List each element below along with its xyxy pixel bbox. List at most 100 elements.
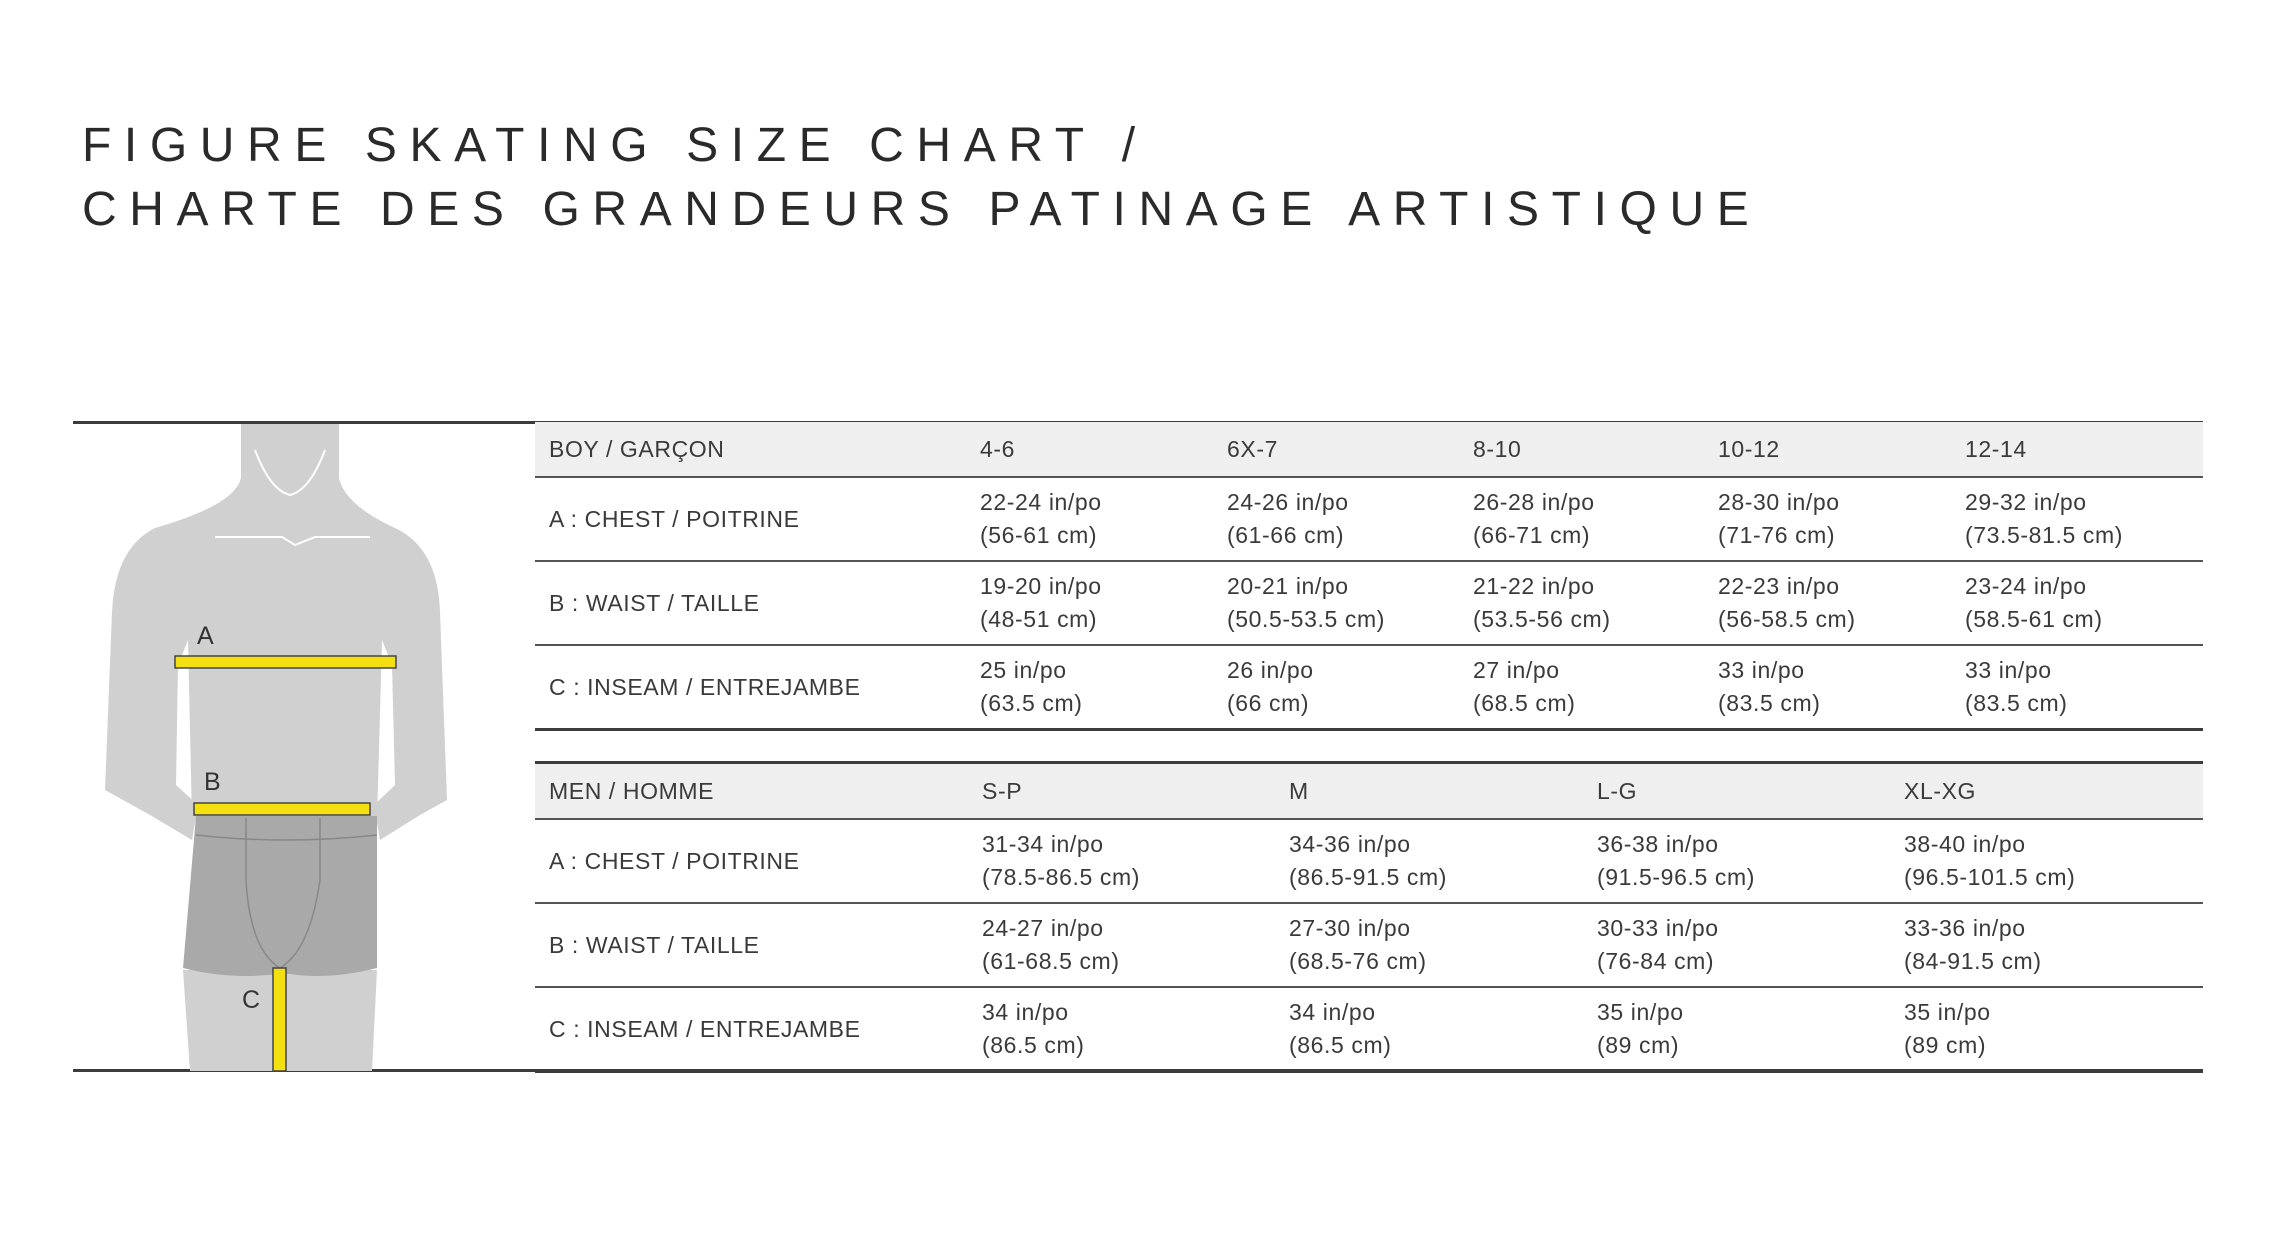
measurement-label: C : INSEAM / ENTREJAMBE (549, 673, 861, 700)
size-value-cell: 22-24 in/po (56-61 cm) (980, 486, 1227, 552)
value-inches: 35 in/po (1597, 999, 1684, 1025)
value-inches: 29-32 in/po (1965, 489, 2087, 515)
left-leg (183, 970, 278, 1071)
value-centimeters: (61-68.5 cm) (982, 948, 1120, 974)
size-value-cell: 27-30 in/po (68.5-76 cm) (1289, 912, 1597, 978)
size-value-cell: 30-33 in/po (76-84 cm) (1597, 912, 1904, 978)
size-value-cell: 33 in/po (83.5 cm) (1965, 654, 2203, 720)
value-inches: 19-20 in/po (980, 573, 1102, 599)
value-centimeters: (91.5-96.5 cm) (1597, 864, 1755, 890)
value-inches: 34-36 in/po (1289, 831, 1411, 857)
size-value-cell: 38-40 in/po (96.5-101.5 cm) (1904, 828, 2203, 894)
value-centimeters: (89 cm) (1904, 1032, 1987, 1058)
value-centimeters: (63.5 cm) (980, 690, 1083, 716)
size-column-header: 4-6 (980, 435, 1016, 462)
measurement-label: A : CHEST / POITRINE (549, 847, 800, 874)
size-column-header: 6X-7 (1227, 435, 1278, 462)
value-centimeters: (84-91.5 cm) (1904, 948, 2042, 974)
value-centimeters: (58.5-61 cm) (1965, 606, 2103, 632)
size-value-cell: 35 in/po (89 cm) (1597, 996, 1904, 1062)
shorts-seam (195, 818, 378, 969)
size-value-cell: 29-32 in/po (73.5-81.5 cm) (1965, 486, 2203, 552)
value-centimeters: (83.5 cm) (1965, 690, 2068, 716)
value-centimeters: (53.5-56 cm) (1473, 606, 1611, 632)
value-centimeters: (50.5-53.5 cm) (1227, 606, 1385, 632)
measurement-label: B : WAIST / TAILLE (549, 589, 760, 616)
value-inches: 24-27 in/po (982, 915, 1104, 941)
value-inches: 33 in/po (1718, 657, 1805, 683)
size-value-cell: 20-21 in/po (50.5-53.5 cm) (1227, 570, 1473, 636)
value-inches: 33 in/po (1965, 657, 2052, 683)
size-value-cell: 34 in/po (86.5 cm) (1289, 996, 1597, 1062)
size-value-cell: 27 in/po (68.5 cm) (1473, 654, 1718, 720)
tape-a (174, 655, 397, 669)
value-inches: 35 in/po (1904, 999, 1991, 1025)
value-inches: 28-30 in/po (1718, 489, 1840, 515)
size-value-cell: 31-34 in/po (78.5-86.5 cm) (982, 828, 1289, 894)
table-row: C : INSEAM / ENTREJAMBE 34 in/po (86.5 cm)… (535, 988, 2203, 1073)
value-inches: 33-36 in/po (1904, 915, 2026, 941)
title-french: CHARTE DES GRANDEURS PATINAGE ARTISTIQUE (82, 183, 1762, 236)
size-value-cell: 23-24 in/po (58.5-61 cm) (1965, 570, 2203, 636)
size-value-cell: 22-23 in/po (56-58.5 cm) (1718, 570, 1965, 636)
value-centimeters: (96.5-101.5 cm) (1904, 864, 2076, 890)
table-group-title: BOY / GARÇON (549, 435, 725, 462)
size-column-header: 10-12 (1718, 435, 1780, 462)
boy-size-table: BOY / GARÇON 4-6 6X-7 8-10 10-12 12-14 A : CHE… (535, 422, 2203, 731)
size-value-cell: 26 in/po (66 cm) (1227, 654, 1473, 720)
size-value-cell: 33-36 in/po (84-91.5 cm) (1904, 912, 2203, 978)
size-value-cell: 26-28 in/po (66-71 cm) (1473, 486, 1718, 552)
value-centimeters: (78.5-86.5 cm) (982, 864, 1140, 890)
value-centimeters: (86.5 cm) (982, 1032, 1085, 1058)
value-centimeters: (76-84 cm) (1597, 948, 1715, 974)
table-header-row: BOY / GARÇON 4-6 6X-7 8-10 10-12 12-14 (535, 422, 2203, 478)
men-size-table: MEN / HOMME S-P M L-G XL-XG A : CHEST / POITR… (535, 761, 2203, 1073)
value-inches: 34 in/po (982, 999, 1069, 1025)
size-value-cell: 34-36 in/po (86.5-91.5 cm) (1289, 828, 1597, 894)
measure-label-c: C (242, 986, 261, 1014)
size-value-cell: 24-27 in/po (61-68.5 cm) (982, 912, 1289, 978)
value-inches: 22-24 in/po (980, 489, 1102, 515)
value-inches: 25 in/po (980, 657, 1067, 683)
table-row: A : CHEST / POITRINE 31-34 in/po (78.5-86.… (535, 820, 2203, 904)
value-inches: 30-33 in/po (1597, 915, 1719, 941)
size-value-cell: 21-22 in/po (53.5-56 cm) (1473, 570, 1718, 636)
measurement-label: A : CHEST / POITRINE (549, 505, 800, 532)
table-row: A : CHEST / POITRINE 22-24 in/po (56-61 cm… (535, 478, 2203, 562)
table-row: B : WAIST / TAILLE 19-20 in/po (48-51 cm) 2… (535, 562, 2203, 646)
value-centimeters: (56-61 cm) (980, 522, 1098, 548)
value-inches: 22-23 in/po (1718, 573, 1840, 599)
size-value-cell: 25 in/po (63.5 cm) (980, 654, 1227, 720)
value-inches: 20-21 in/po (1227, 573, 1349, 599)
value-centimeters: (73.5-81.5 cm) (1965, 522, 2123, 548)
size-column-header: M (1289, 777, 1309, 804)
measurement-label: C : INSEAM / ENTREJAMBE (549, 1015, 861, 1042)
title-english: FIGURE SKATING SIZE CHART / (82, 119, 1148, 172)
size-value-cell: 19-20 in/po (48-51 cm) (980, 570, 1227, 636)
table-group-title: MEN / HOMME (549, 777, 715, 804)
right-leg (285, 970, 377, 1071)
value-centimeters: (61-66 cm) (1227, 522, 1345, 548)
size-column-header: S-P (982, 777, 1023, 804)
value-centimeters: (71-76 cm) (1718, 522, 1836, 548)
measurement-label: B : WAIST / TAILLE (549, 931, 760, 958)
value-inches: 31-34 in/po (982, 831, 1104, 857)
shorts (183, 816, 377, 976)
value-centimeters: (86.5-91.5 cm) (1289, 864, 1447, 890)
value-inches: 38-40 in/po (1904, 831, 2026, 857)
tape-b (193, 802, 371, 816)
size-column-header: 12-14 (1965, 435, 2027, 462)
tape-c (272, 967, 287, 1072)
value-inches: 26 in/po (1227, 657, 1314, 683)
value-centimeters: (89 cm) (1597, 1032, 1680, 1058)
measure-label-b: B (204, 768, 221, 796)
value-inches: 27-30 in/po (1289, 915, 1411, 941)
size-value-cell: 24-26 in/po (61-66 cm) (1227, 486, 1473, 552)
value-inches: 24-26 in/po (1227, 489, 1349, 515)
value-inches: 36-38 in/po (1597, 831, 1719, 857)
value-centimeters: (56-58.5 cm) (1718, 606, 1856, 632)
size-value-cell: 28-30 in/po (71-76 cm) (1718, 486, 1965, 552)
value-inches: 23-24 in/po (1965, 573, 2087, 599)
value-centimeters: (83.5 cm) (1718, 690, 1821, 716)
size-column-header: L-G (1597, 777, 1638, 804)
